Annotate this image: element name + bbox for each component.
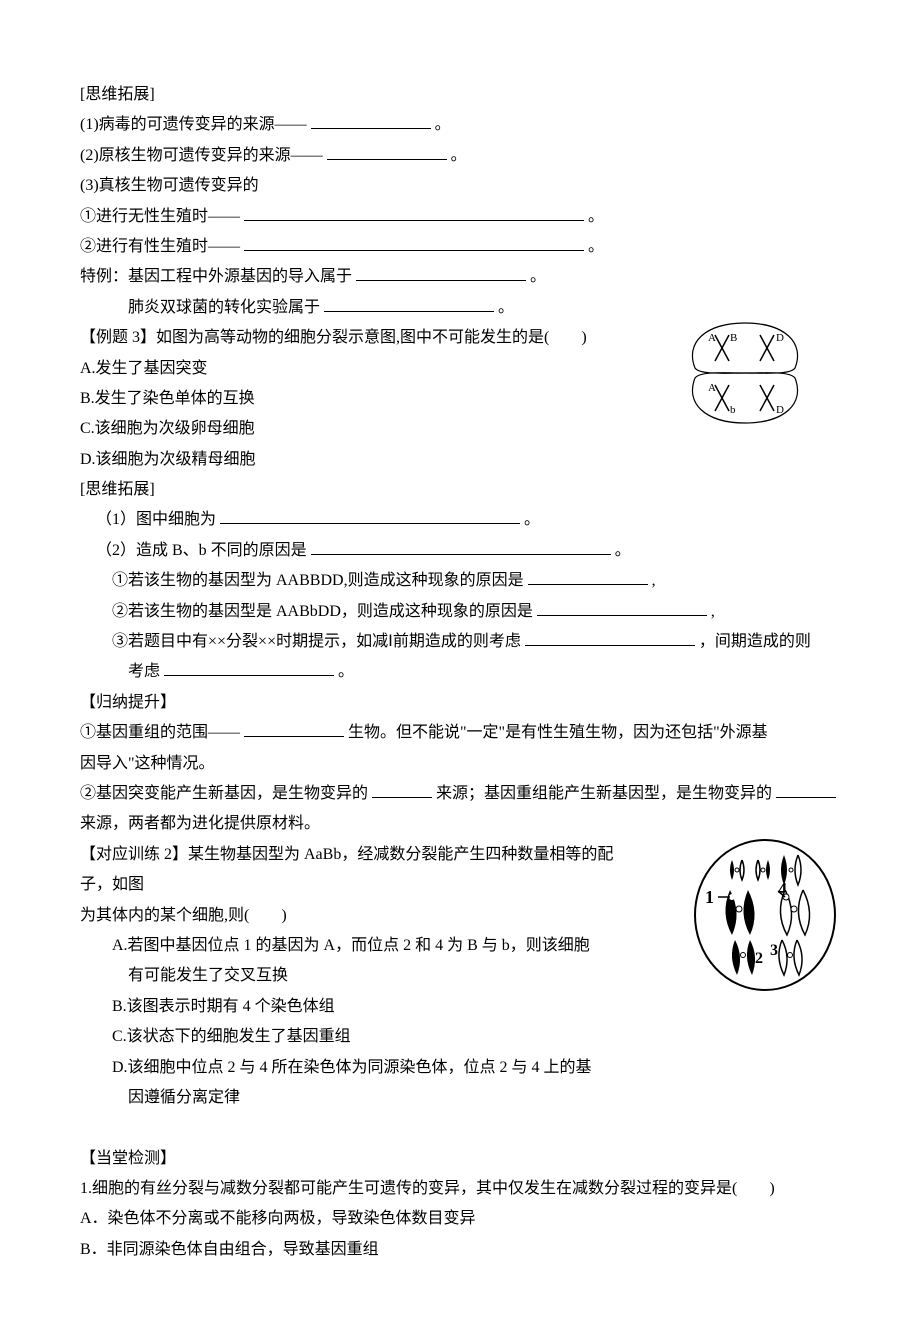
sec1-l3: (3)真核生物可遗传变异的 [80,171,840,201]
blank [356,280,526,281]
blank [244,220,584,221]
label-D2: D [776,404,784,416]
label-A2: A [708,382,716,394]
sec1-l6: 特例：基因工程中外源基因的导入属于 。 [80,262,840,292]
text: ①若该生物的基因型为 AABBDD,则造成这种现象的原因是 [112,572,524,589]
sec1-l4: ①进行无性生殖时—— 。 [80,202,840,232]
text: 。 [588,238,604,255]
blank [164,675,334,676]
tr2-b: B.该图表示时期有 4 个染色体组 [80,992,652,1022]
tr2-a2: 有可能发生了交叉互换 [80,961,668,991]
text: ②基因突变能产生新基因，是生物变异的 [80,785,368,802]
blank [372,797,432,798]
tr2-stem2: 为其体内的某个细胞,则( ) [80,901,620,931]
text: ②进行有性生殖时—— [80,238,240,255]
sec1-title: [思维拓展] [80,80,840,110]
sum-l1: ①基因重组的范围—— 生物。但不能说"一定"是有性生殖生物，因为还包括"外源基 [80,718,840,748]
tr2-a1: A.若图中基因位点 1 的基因为 A，而位点 2 和 4 为 B 与 b，则该细… [80,931,652,961]
sec2-l1: （1）图中细胞为 。 [80,505,840,535]
sec1-l2: (2)原核生物可遗传变异的来源—— 。 [80,141,840,171]
blank [528,584,648,585]
text: 考虑 [128,663,160,680]
sec2-l3: ①若该生物的基因型为 AABBDD,则造成这种现象的原因是 , [80,566,840,596]
tr2-d2: 因遵循分离定律 [80,1083,668,1113]
blank [327,159,447,160]
text: ②若该生物的基因型是 AABbDD，则造成这种现象的原因是 [112,603,533,620]
sec2-l6: 考虑 。 [80,657,840,687]
sec2-l2: （2）造成 B、b 不同的原因是 。 [80,536,840,566]
blank [244,250,584,251]
training2-block: 【对应训练 2】某生物基因型为 AaBb，经减数分裂能产生四种数量相等的配子，如… [80,840,840,1114]
text: 。 [530,268,546,285]
blank [220,523,520,524]
sum-title: 【归纳提升】 [80,688,840,718]
label-2: 2 [755,950,763,967]
text: ①基因重组的范围—— [80,724,240,741]
sum-l3: ②基因突变能产生新基因，是生物变异的 来源；基因重组能产生新基因型，是生物变异的 [80,779,840,809]
test-q1: 1.细胞的有丝分裂与减数分裂都可能产生可遗传的变异，其中仅发生在减数分裂过程的变… [80,1174,840,1204]
label-A1: A [708,332,716,344]
text: (2)原核生物可遗传变异的来源—— [80,147,323,164]
text: , [652,572,656,589]
sec2-title: [思维拓展] [80,475,840,505]
label-3: 3 [770,942,778,959]
text: （1）图中细胞为 [96,511,216,528]
blank [537,615,707,616]
text: 生物。但不能说"一定"是有性生殖生物，因为还包括"外源基 [348,724,768,741]
text: 肺炎双球菌的转化实验属于 [128,299,320,316]
chromo-pair-bottom [732,940,802,975]
chromo-pair-top [730,855,801,885]
text: 。 [524,511,540,528]
blank [311,554,611,555]
text: 。 [435,116,451,133]
blank [244,736,344,737]
sec2-l5: ③若题目中有××分裂××时期提示，如减Ⅰ前期造成的则考虑 ，间期造成的则 [80,627,840,657]
text: 。 [338,663,354,680]
text: ③若题目中有××分裂××时期提示，如减Ⅰ前期造成的则考虑 [112,633,521,650]
sum-l2: 因导入"这种情况。 [80,749,840,779]
chromosome-cell-diagram: 1 4 2 3 [690,835,840,995]
text: 。 [498,299,514,316]
text: ，间期造成的则 [699,633,811,650]
label-1: 1 [705,887,714,907]
cell-division-diagram: A B D A b D [680,313,810,433]
text: , [711,603,715,620]
chromo-pair-mid [725,890,809,935]
text: 。 [588,208,604,225]
text: （2）造成 B、b 不同的原因是 [96,542,307,559]
page: [思维拓展] (1)病毒的可遗传变异的来源—— 。 (2)原核生物可遗传变异的来… [0,0,920,1325]
blank [324,311,494,312]
blank [525,645,695,646]
label-b: b [730,404,736,416]
tr2-stem1: 【对应训练 2】某生物基因型为 AaBb，经减数分裂能产生四种数量相等的配子，如… [80,840,620,901]
blank [311,128,431,129]
tr2-d1: D.该细胞中位点 2 与 4 所在染色体为同源染色体，位点 2 与 4 上的基 [80,1053,652,1083]
tr2-c: C.该状态下的细胞发生了基因重组 [80,1022,652,1052]
text: 。 [615,542,631,559]
test-a: A．染色体不分离或不能移向两极，导致染色体数目变异 [80,1204,840,1234]
test-b: B．非同源染色体自由组合，导致基因重组 [80,1235,840,1265]
text: ①进行无性生殖时—— [80,208,240,225]
sec2-l4: ②若该生物的基因型是 AABbDD，则造成这种现象的原因是 , [80,597,840,627]
test-title: 【当堂检测】 [80,1144,840,1174]
sec1-l1: (1)病毒的可遗传变异的来源—— 。 [80,110,840,140]
example3-block: 【例题 3】如图为高等动物的细胞分裂示意图,图中不可能发生的是( ) A.发生了… [80,323,840,475]
blank [776,797,836,798]
label-D1: D [776,332,784,344]
sec1-l5: ②进行有性生殖时—— 。 [80,232,840,262]
text: 特例：基因工程中外源基因的导入属于 [80,268,352,285]
text: (1)病毒的可遗传变异的来源—— [80,116,307,133]
label-B: B [730,332,737,344]
ex3-d: D.该细胞为次级精母细胞 [80,445,840,475]
text: 。 [451,147,467,164]
text: 来源；基因重组能产生新基因型，是生物变异的 [436,785,772,802]
